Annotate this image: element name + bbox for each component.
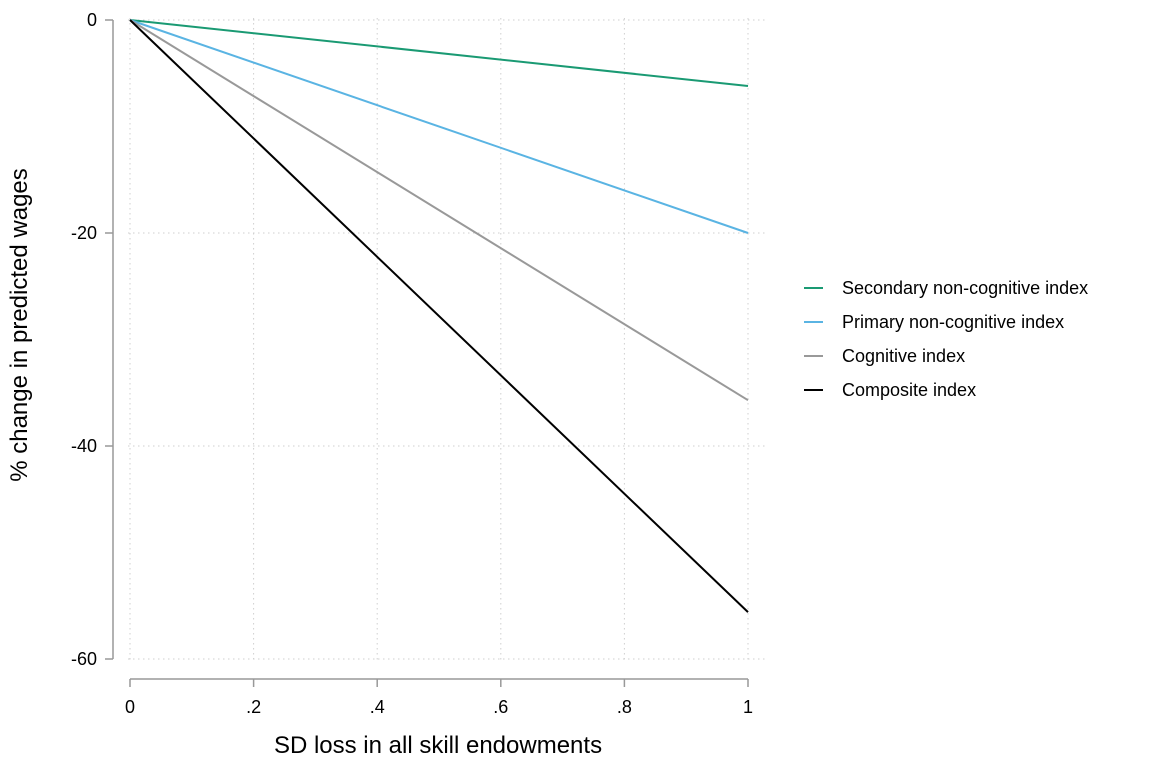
y-axis-title: % change in predicted wages xyxy=(6,168,33,482)
y-tick-label: 0 xyxy=(87,10,97,30)
y-tick-label: -40 xyxy=(71,436,97,456)
x-tick-label: .4 xyxy=(370,697,385,717)
series-line-3 xyxy=(129,19,749,402)
x-tick-label: .6 xyxy=(493,697,508,717)
legend-label: Composite index xyxy=(842,380,976,400)
grid xyxy=(128,18,768,661)
x-tick-label: .8 xyxy=(617,697,632,717)
series-line-2 xyxy=(129,19,749,234)
x-axis-title: SD loss in all skill endowments xyxy=(274,732,602,759)
legend-label: Cognitive index xyxy=(842,346,965,366)
y-tick-label: -60 xyxy=(71,649,97,669)
series-line-1 xyxy=(129,19,749,88)
legend-label: Primary non-cognitive index xyxy=(842,312,1064,332)
x-tick-label: .2 xyxy=(246,697,261,717)
series-line-4 xyxy=(129,19,749,613)
legend: Secondary non-cognitive index Primary non… xyxy=(804,278,1088,400)
legend-label: Secondary non-cognitive index xyxy=(842,278,1088,298)
axes: 0 -20 -40 -60 0 .2 .4 .6 .8 1 xyxy=(71,10,753,717)
x-tick-label: 0 xyxy=(125,697,135,717)
x-tick-label: 1 xyxy=(743,697,753,717)
series-lines xyxy=(129,19,749,613)
y-tick-label: -20 xyxy=(71,223,97,243)
